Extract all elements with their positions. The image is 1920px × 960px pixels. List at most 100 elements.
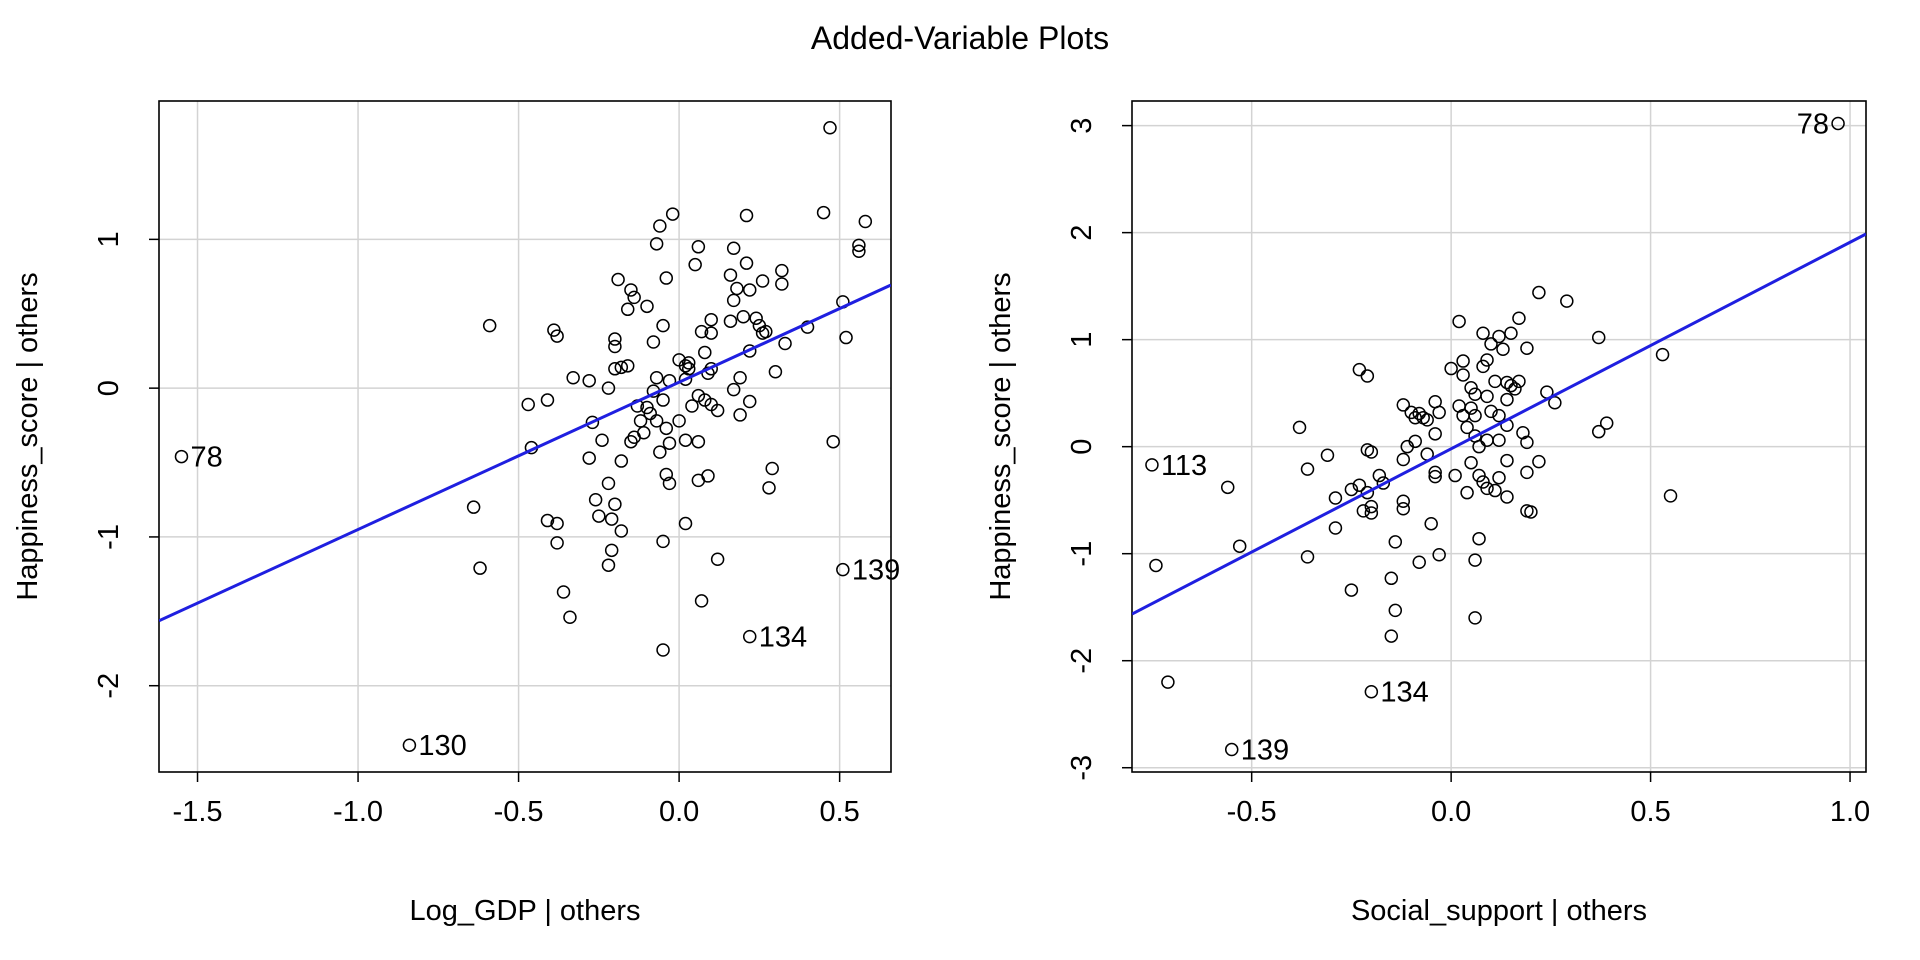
- data-point-76: [653, 445, 667, 459]
- data-point-41: [656, 643, 670, 657]
- data-point-76: [1468, 553, 1482, 567]
- data-point-81: [1500, 375, 1514, 390]
- data-point-69: [1480, 433, 1494, 447]
- data-point-21: [1372, 468, 1387, 483]
- data-point-65: [656, 318, 670, 333]
- data-point-47: [704, 326, 718, 340]
- data-point-6: [839, 330, 853, 345]
- labeled-point-113: [1145, 458, 1159, 472]
- data-point-119: [563, 610, 577, 625]
- data-point-31: [1400, 439, 1414, 454]
- data-point-86: [1492, 433, 1506, 447]
- data-point-88: [1492, 470, 1506, 485]
- data-point-60: [665, 207, 680, 221]
- data-point-81: [611, 272, 625, 287]
- data-point-101: [604, 543, 619, 558]
- data-point-93: [1508, 382, 1522, 396]
- data-point-74: [1488, 483, 1502, 498]
- data-point-90: [601, 381, 616, 395]
- data-point-38: [1420, 413, 1434, 427]
- data-point-109: [592, 509, 606, 523]
- data-point-38: [691, 473, 706, 488]
- data-point-115: [540, 513, 555, 528]
- data-point-95: [637, 426, 651, 440]
- data-point-84: [1492, 408, 1506, 423]
- data-point-53: [678, 359, 693, 373]
- y-tick-label-1: -2: [1066, 648, 1098, 674]
- data-point-66: [646, 335, 661, 349]
- data-point-78: [1492, 329, 1506, 344]
- labeled-point-139: [836, 562, 850, 577]
- data-point-105: [585, 415, 600, 430]
- data-point-1: [1161, 675, 1175, 689]
- data-point-18: [1364, 506, 1379, 520]
- x-tick-label-3: 1.0: [1830, 796, 1870, 828]
- data-point-1: [816, 205, 831, 220]
- labeled-point-134: [1364, 684, 1379, 699]
- data-point-18: [723, 268, 738, 282]
- data-point-34: [1396, 501, 1411, 516]
- data-point-8: [1328, 491, 1343, 505]
- data-point-26: [1384, 629, 1399, 643]
- data-point-42: [678, 516, 693, 531]
- y-tick-label-3: 1: [93, 231, 125, 247]
- data-point-49: [1456, 354, 1470, 368]
- data-point-80: [656, 534, 670, 549]
- data-point-67: [1480, 389, 1494, 404]
- x-tick-label-0: -0.5: [1227, 796, 1277, 828]
- data-point-108: [1663, 489, 1678, 503]
- data-point-4: [852, 244, 866, 259]
- data-point-73: [649, 414, 664, 428]
- data-point-9: [775, 263, 789, 278]
- data-point-120: [482, 318, 497, 333]
- data-point-83: [627, 290, 641, 305]
- panel-log-gdp: -1.5 -1.0 -0.5 0.0 0.5 -2 -1 0 1 Log_GDP | others…: [12, 100, 900, 927]
- data-point-15: [739, 208, 754, 223]
- data-point-75: [662, 436, 677, 450]
- data-point-82: [1504, 378, 1518, 393]
- data-point-61: [653, 219, 667, 233]
- data-point-107: [582, 451, 596, 465]
- data-point-9: [1328, 521, 1343, 535]
- data-point-104: [566, 370, 580, 385]
- data-point-118: [556, 585, 571, 599]
- data-point-12: [765, 461, 779, 476]
- data-point-55: [1460, 485, 1474, 500]
- data-point-79: [1504, 326, 1518, 340]
- data-point-90: [1512, 311, 1526, 325]
- data-point-113: [521, 397, 535, 412]
- data-point-78: [662, 476, 677, 491]
- point-label-78: 78: [190, 442, 222, 474]
- data-point-122: [473, 561, 487, 575]
- data-point-8: [778, 336, 792, 351]
- labeled-point-78: [174, 449, 189, 464]
- data-point-10: [775, 277, 789, 291]
- data-point-92: [633, 414, 648, 428]
- data-point-24: [759, 324, 773, 339]
- data-point-3: [1232, 539, 1247, 553]
- data-point-21: [749, 311, 763, 325]
- data-point-92: [1512, 374, 1526, 389]
- fit-line: [1132, 232, 1866, 616]
- data-point-43: [691, 240, 706, 254]
- point-label-78: 78: [1797, 108, 1829, 140]
- data-point-13: [1360, 369, 1375, 383]
- data-point-20: [1364, 445, 1379, 459]
- data-point-99: [604, 512, 619, 526]
- data-point-15: [1360, 485, 1375, 500]
- data-point-46: [1432, 548, 1446, 562]
- data-point-32: [726, 382, 741, 397]
- point-label-134: 134: [1380, 677, 1428, 709]
- data-point-27: [1396, 398, 1411, 412]
- data-point-11: [1344, 583, 1359, 597]
- data-point-28: [726, 293, 741, 308]
- data-point-29: [723, 314, 738, 328]
- data-point-99: [1532, 285, 1546, 300]
- data-point-88: [620, 359, 635, 373]
- data-point-14: [826, 434, 840, 449]
- data-point-0: [1149, 558, 1163, 573]
- data-point-95: [1520, 435, 1534, 450]
- data-point-84: [620, 302, 635, 317]
- data-point-106: [1599, 416, 1614, 430]
